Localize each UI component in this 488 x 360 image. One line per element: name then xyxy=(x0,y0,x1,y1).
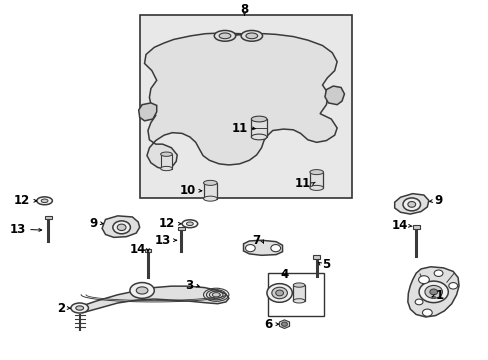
Ellipse shape xyxy=(136,287,148,294)
Ellipse shape xyxy=(293,283,305,287)
Polygon shape xyxy=(279,320,289,328)
Ellipse shape xyxy=(402,198,420,211)
Text: 6: 6 xyxy=(264,318,272,331)
Ellipse shape xyxy=(241,31,262,41)
Text: 11: 11 xyxy=(232,122,248,135)
Ellipse shape xyxy=(117,224,126,230)
Ellipse shape xyxy=(309,185,323,190)
Ellipse shape xyxy=(203,196,217,201)
Ellipse shape xyxy=(266,284,292,302)
Ellipse shape xyxy=(212,293,220,297)
Ellipse shape xyxy=(245,33,257,39)
Text: 7: 7 xyxy=(251,234,260,247)
Bar xyxy=(267,273,324,316)
Ellipse shape xyxy=(407,202,415,207)
Text: 2: 2 xyxy=(57,302,65,315)
Bar xyxy=(177,226,184,230)
Ellipse shape xyxy=(433,270,442,276)
Ellipse shape xyxy=(251,134,266,140)
Ellipse shape xyxy=(130,283,154,298)
Polygon shape xyxy=(407,267,458,317)
Text: 11: 11 xyxy=(294,177,311,190)
Ellipse shape xyxy=(41,199,48,203)
Ellipse shape xyxy=(281,322,287,326)
Bar xyxy=(144,249,151,252)
Text: 3: 3 xyxy=(185,279,193,292)
Ellipse shape xyxy=(214,31,235,41)
Ellipse shape xyxy=(424,285,442,298)
Text: 4: 4 xyxy=(280,268,288,281)
Ellipse shape xyxy=(251,116,266,122)
Bar xyxy=(203,183,217,199)
Ellipse shape xyxy=(76,306,83,310)
Ellipse shape xyxy=(309,170,323,175)
Polygon shape xyxy=(243,240,282,255)
Ellipse shape xyxy=(37,197,52,205)
Text: 9: 9 xyxy=(89,216,97,230)
Ellipse shape xyxy=(275,290,283,296)
Ellipse shape xyxy=(270,244,280,252)
Ellipse shape xyxy=(113,221,130,234)
Polygon shape xyxy=(79,286,228,313)
Bar xyxy=(293,285,305,301)
Text: 1: 1 xyxy=(435,289,443,302)
Bar xyxy=(251,119,266,137)
Ellipse shape xyxy=(160,152,172,156)
Text: 14: 14 xyxy=(391,219,407,233)
Text: 12: 12 xyxy=(159,217,175,230)
Ellipse shape xyxy=(418,276,428,284)
Ellipse shape xyxy=(160,166,172,171)
Text: 13: 13 xyxy=(10,223,26,236)
Polygon shape xyxy=(102,216,140,237)
Ellipse shape xyxy=(219,33,230,39)
Ellipse shape xyxy=(245,244,255,252)
Text: 12: 12 xyxy=(14,194,30,207)
Text: 9: 9 xyxy=(434,194,442,207)
Ellipse shape xyxy=(429,289,437,295)
Bar xyxy=(412,225,419,229)
Ellipse shape xyxy=(186,222,193,226)
Ellipse shape xyxy=(418,281,447,303)
Polygon shape xyxy=(325,86,344,105)
Text: 13: 13 xyxy=(155,234,171,247)
Ellipse shape xyxy=(271,287,287,299)
Polygon shape xyxy=(139,103,157,121)
Ellipse shape xyxy=(203,180,217,185)
Bar xyxy=(45,216,52,220)
Polygon shape xyxy=(144,33,336,169)
Text: 10: 10 xyxy=(179,184,195,197)
Ellipse shape xyxy=(422,309,431,316)
Ellipse shape xyxy=(182,220,197,228)
Text: 8: 8 xyxy=(240,3,248,16)
Bar xyxy=(140,15,351,198)
Polygon shape xyxy=(394,194,428,214)
Bar xyxy=(160,154,172,168)
Ellipse shape xyxy=(448,283,457,289)
Text: 14: 14 xyxy=(129,243,146,256)
Ellipse shape xyxy=(71,303,88,313)
Text: 5: 5 xyxy=(322,258,330,271)
Ellipse shape xyxy=(414,299,422,305)
Bar xyxy=(309,172,323,188)
Ellipse shape xyxy=(293,299,305,303)
Bar xyxy=(313,255,320,259)
